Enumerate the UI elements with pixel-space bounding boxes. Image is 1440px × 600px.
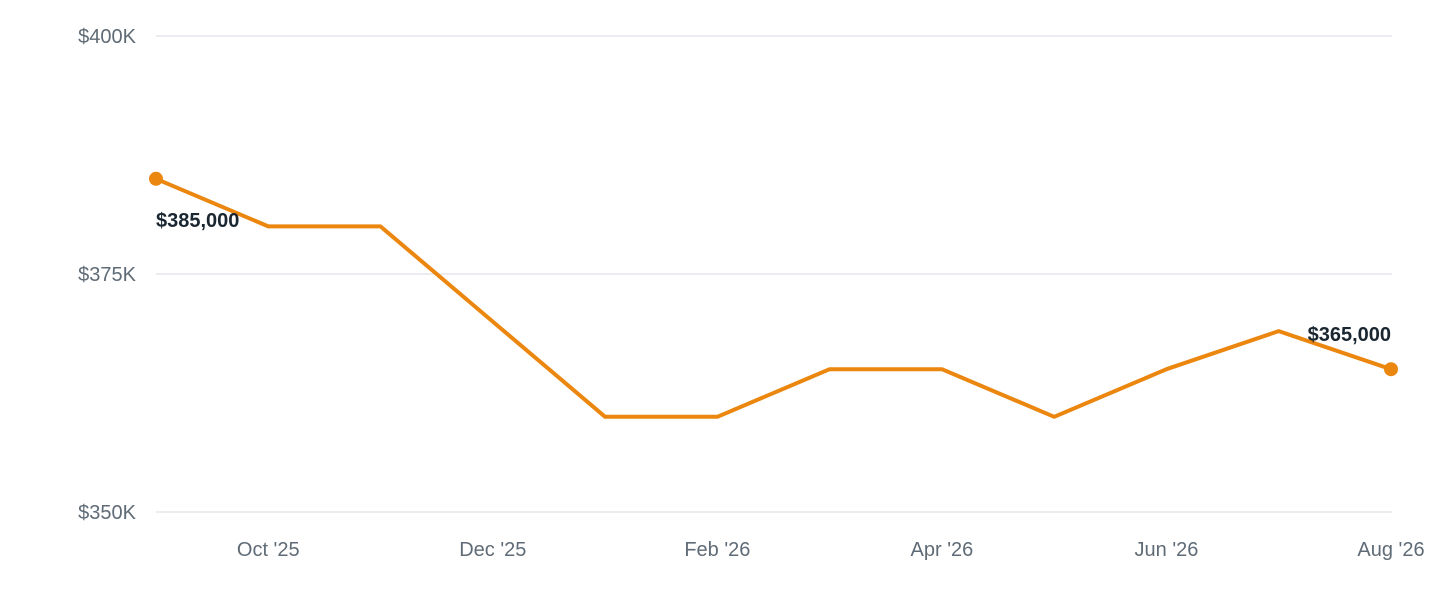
y-tick-label: $375K <box>78 264 136 286</box>
data-label: $385,000 <box>156 210 239 232</box>
y-tick-label: $350K <box>78 502 136 524</box>
data-label: $365,000 <box>1308 324 1391 346</box>
y-axis-tick-labels: $400K $375K $350K <box>78 26 136 524</box>
x-axis-tick-labels: Oct '25 Dec '25 Feb '26 Apr '26 Jun '26 Aug '… <box>237 539 1425 561</box>
x-tick-label: Aug '26 <box>1357 539 1424 561</box>
grid-lines <box>156 35 1392 513</box>
x-tick-label: Feb '26 <box>684 539 750 561</box>
endpoint-marker <box>149 171 163 186</box>
y-tick-label: $400K <box>78 26 136 48</box>
x-tick-label: Oct '25 <box>237 539 300 561</box>
x-tick-label: Apr '26 <box>911 539 974 561</box>
data-labels: $385,000 $365,000 <box>156 210 1391 346</box>
series-line <box>154 176 1393 419</box>
series-layer <box>154 176 1393 419</box>
endpoint-markers <box>149 171 1398 377</box>
x-tick-label: Dec '25 <box>459 539 526 561</box>
x-tick-label: Jun '26 <box>1135 539 1199 561</box>
endpoint-marker <box>1384 362 1398 377</box>
